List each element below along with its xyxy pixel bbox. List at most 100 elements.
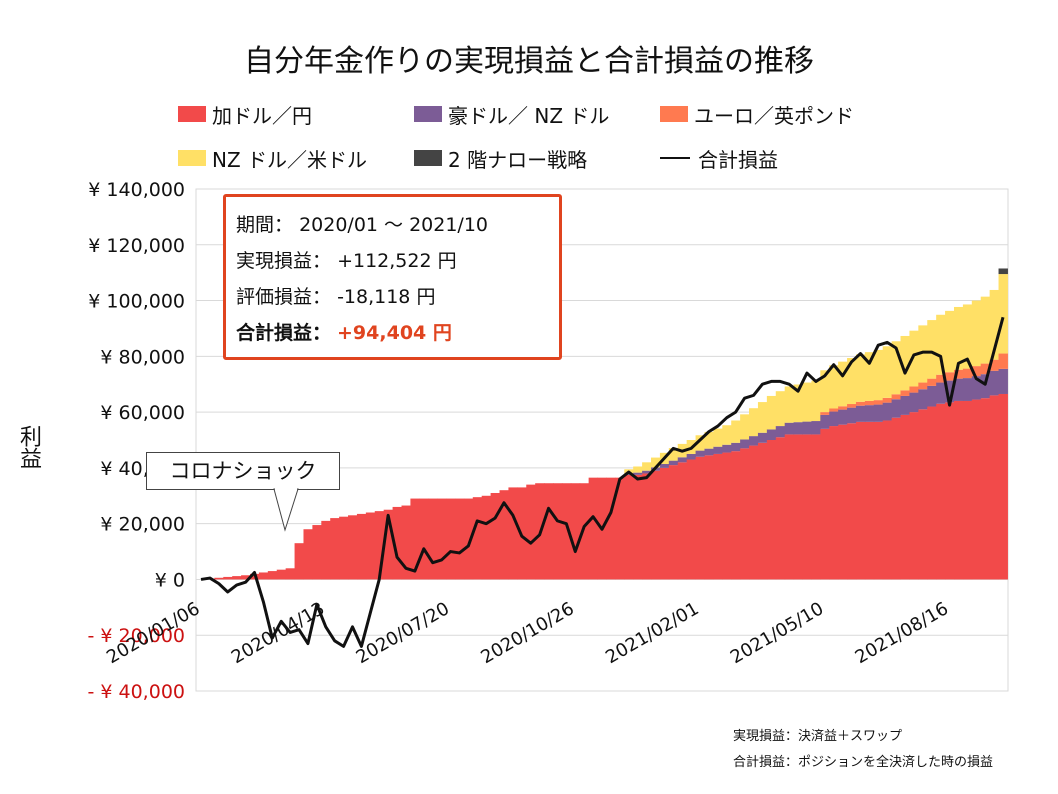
bar-segment-series-0 bbox=[677, 462, 688, 580]
bar-segment-series-3 bbox=[668, 448, 679, 461]
bar-segment-series-3 bbox=[820, 370, 830, 413]
bar-segment-series-3 bbox=[855, 354, 866, 402]
bar-segment-series-1 bbox=[980, 374, 991, 399]
bar-segment-series-0 bbox=[223, 576, 233, 580]
bar-segment-series-0 bbox=[633, 474, 643, 580]
bar-segment-series-1 bbox=[633, 472, 643, 475]
legend-label: 加ドル／円 bbox=[212, 103, 312, 128]
legend-swatch bbox=[178, 106, 206, 122]
x-tick-label: 2020/04/13 bbox=[228, 598, 328, 668]
bar-segment-series-0 bbox=[704, 455, 714, 580]
x-tick-label: 2021/02/01 bbox=[602, 598, 702, 668]
bar-segment-series-0 bbox=[356, 513, 367, 580]
bar-segment-series-0 bbox=[740, 448, 750, 580]
bar-segment-series-1 bbox=[784, 422, 795, 435]
bar-segment-series-0 bbox=[428, 498, 438, 580]
bar-segment-series-0 bbox=[374, 511, 385, 580]
bar-segment-series-0 bbox=[855, 421, 866, 580]
bar-segment-series-3 bbox=[757, 402, 768, 433]
bar-segment-series-2 bbox=[873, 400, 884, 405]
bar-segment-series-0 bbox=[579, 483, 590, 580]
bar-segment-series-0 bbox=[526, 484, 536, 580]
bar-segment-series-2 bbox=[945, 372, 955, 381]
bar-segment-series-3 bbox=[811, 380, 821, 422]
x-axis-ticks: 2020/01/06 2020/04/13 2020/07/20 2020/10/26… bbox=[103, 598, 952, 668]
bar-segment-series-3 bbox=[695, 435, 705, 451]
bar-segment-series-1 bbox=[971, 376, 982, 400]
y-axis-label: 利益 bbox=[16, 425, 41, 469]
bar-segment-series-1 bbox=[722, 444, 732, 453]
bar-segment-series-2 bbox=[936, 374, 946, 383]
bar-segment-series-0 bbox=[784, 434, 795, 580]
bar-segment-series-2 bbox=[962, 368, 973, 379]
total-label: 合計損益： bbox=[236, 322, 332, 344]
legend-item-nzd-usd: NZ ドル／米ドル bbox=[178, 144, 414, 173]
bar-segment-series-0 bbox=[847, 423, 857, 580]
bar-segment-series-0 bbox=[686, 459, 697, 580]
bar-segment-series-0 bbox=[241, 575, 251, 580]
bar-segment-series-0 bbox=[383, 509, 394, 580]
legend-item-cad-jpy: 加ドル／円 bbox=[178, 100, 414, 129]
bar-segment-series-2 bbox=[909, 386, 919, 393]
footnote-realized: 実現損益：決済益＋スワップ bbox=[733, 729, 903, 744]
bar-segment-series-0 bbox=[668, 465, 679, 580]
bar-segment-series-3 bbox=[873, 349, 884, 401]
legend-label: NZ ドル／米ドル bbox=[212, 147, 368, 172]
bar-segment-series-0 bbox=[722, 452, 732, 580]
bar-segment-series-3 bbox=[971, 300, 982, 367]
bar-segment-series-0 bbox=[927, 406, 937, 580]
legend-label: 2 階ナロー戦略 bbox=[448, 147, 588, 172]
y-tick-label: ¥ 100,000 bbox=[88, 291, 185, 313]
bar-segment-series-0 bbox=[624, 474, 634, 580]
unrealized-label: 評価損益： bbox=[236, 286, 332, 308]
bar-segment-series-1 bbox=[749, 436, 759, 446]
total-pnl-line bbox=[200, 316, 1005, 648]
bar-segment-series-0 bbox=[348, 515, 358, 580]
bar-segment-series-1 bbox=[927, 385, 937, 407]
bar-segment-series-0 bbox=[552, 483, 563, 580]
unrealized-value: -18,118 円 bbox=[337, 286, 436, 308]
bar-segment-series-2 bbox=[891, 394, 902, 400]
bar-segment-series-2 bbox=[989, 359, 1000, 371]
bar-segment-series-3 bbox=[882, 346, 893, 398]
bar-segment-series-3 bbox=[953, 306, 964, 370]
bar-segment-series-1 bbox=[677, 457, 688, 463]
bar-segment-series-0 bbox=[820, 428, 830, 580]
bar-segment-series-0 bbox=[446, 498, 456, 580]
bar-segment-series-0 bbox=[873, 421, 884, 580]
bar-segment-series-1 bbox=[909, 392, 919, 413]
bar-segment-series-1 bbox=[766, 429, 777, 440]
bar-segment-series-1 bbox=[873, 404, 884, 422]
bar-segment-series-3 bbox=[784, 386, 795, 423]
bar-segment-series-0 bbox=[276, 569, 287, 580]
bar-segment-series-3 bbox=[722, 425, 732, 445]
y-tick-label: - ¥ 40,000 bbox=[87, 681, 185, 703]
bar-segment-series-0 bbox=[829, 426, 839, 580]
bar-segment-series-1 bbox=[731, 442, 741, 452]
bar-segment-series-1 bbox=[838, 409, 848, 425]
bar-segment-series-0 bbox=[998, 393, 1008, 580]
bar-segment-series-1 bbox=[989, 370, 1000, 396]
legend-item-narrow-strategy: 2 階ナロー戦略 bbox=[414, 144, 660, 173]
bar-segment-series-3 bbox=[918, 325, 928, 383]
bar-segment-series-2 bbox=[855, 401, 866, 406]
bar-segment-series-0 bbox=[472, 497, 483, 580]
bar-segment-series-0 bbox=[980, 398, 991, 580]
bar-segment-series-0 bbox=[392, 506, 402, 580]
bar-segment-series-2 bbox=[980, 363, 991, 375]
bar-segment-series-0 bbox=[695, 456, 705, 580]
bar-segment-series-0 bbox=[793, 434, 803, 580]
y-tick-label: ¥ 20,000 bbox=[100, 514, 185, 536]
bar-segment-series-3 bbox=[749, 408, 759, 437]
bar-segment-series-3 bbox=[927, 320, 937, 379]
y-tick-label: ¥ 0 bbox=[155, 569, 185, 591]
legend-swatch bbox=[178, 150, 206, 166]
bar-segment-series-1 bbox=[891, 399, 902, 418]
bar-segment-series-0 bbox=[285, 568, 296, 580]
unrealized-row: 評価損益： -18,118 円 bbox=[236, 279, 559, 315]
bar-segment-series-0 bbox=[508, 487, 518, 580]
bar-segment-series-0 bbox=[544, 483, 554, 580]
bar-segment-series-1 bbox=[829, 411, 839, 427]
bar-segment-series-0 bbox=[838, 424, 848, 580]
bar-segment-series-0 bbox=[731, 451, 741, 580]
